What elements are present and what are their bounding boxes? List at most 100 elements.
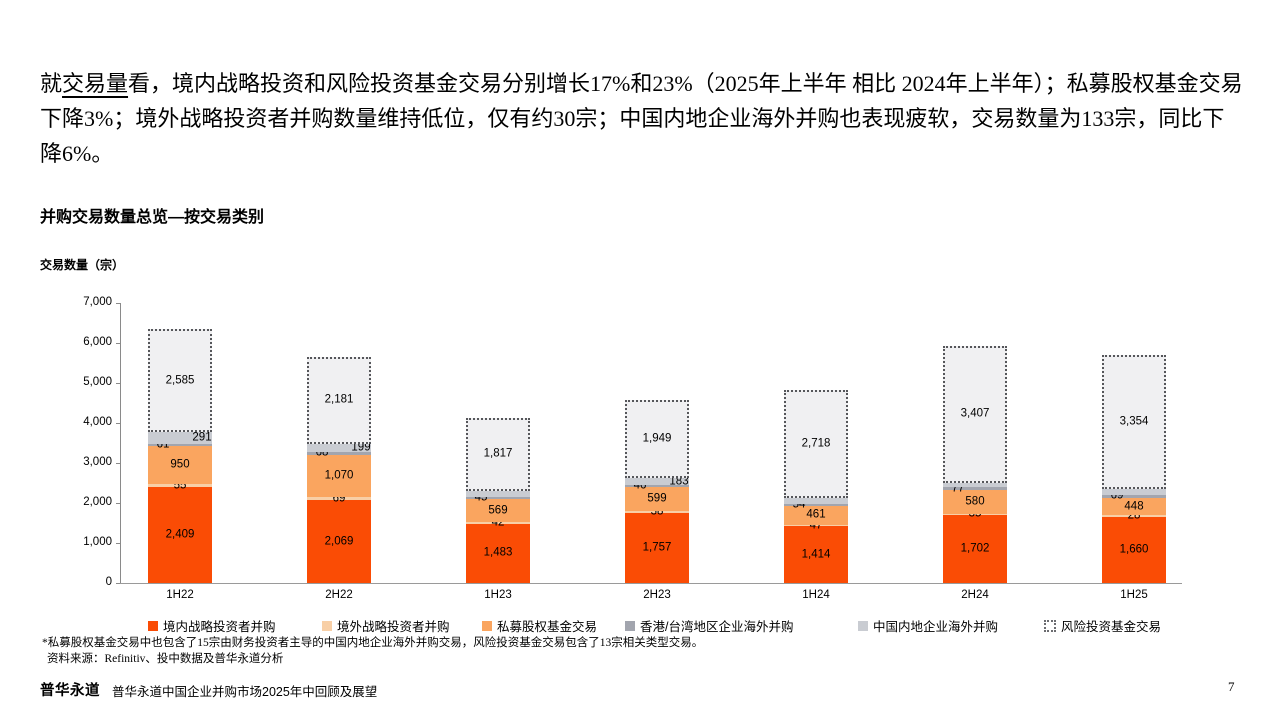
bar-segment [148,484,212,487]
bar-value-label: 1,483 [483,546,513,559]
y-tick-mark [116,463,120,464]
bar-value-label: 199 [351,441,371,454]
y-tick-mark [116,503,120,504]
bar-segment [625,478,689,486]
bar-value-label: 46 [633,479,647,492]
bar-value-label: 1,817 [483,447,513,460]
bar-segment [148,486,212,583]
legend-label: 境内战略投资者并购 [163,620,276,634]
intro-paragraph: 就交易量看，境内战略投资和风险投资基金交易分别增长17%和23%（2025年上半… [40,66,1246,171]
legend-item: 境内战略投资者并购 [148,616,276,635]
bar-value-label: 68 [315,446,329,459]
bar-value-label: 42 [491,516,505,529]
footnote: *私募股权基金交易中也包含了15宗由财务投资者主导的中国内地企业海外并购交易，风… [42,637,704,649]
bar-segment [148,444,212,447]
bar-segment [466,522,530,524]
bar-value-label: 183 [669,474,689,487]
bar-value-label: 45 [474,491,488,504]
legend-swatch-dotted [1044,619,1056,632]
y-tick-mark [116,423,120,424]
bar-segment [1102,494,1166,498]
bar-segment [466,523,530,583]
y-tick-label: 5,000 [83,376,112,388]
y-tick-mark [116,303,120,304]
intro-body: 看，境内战略投资和风险投资基金交易分别增长17%和23%（2025年上半年 相比… [40,71,1243,166]
bar-value-label: 3,407 [960,407,990,420]
bar-segment-vc [625,400,689,479]
legend-item: 境外战略投资者并购 [322,616,450,635]
bar-segment-vc [1102,355,1166,490]
y-axis-line [120,303,121,584]
category-label: 1H22 [166,589,194,601]
y-tick-label: 2,000 [83,496,112,508]
bar-value-label: 61 [156,438,170,451]
bar-value-label: 1,949 [642,432,672,445]
y-tick-mark [116,383,120,384]
bar-segment [784,498,848,504]
bar-segment [466,499,530,522]
legend-label: 中国内地企业海外并购 [873,620,999,634]
bar-segment [784,506,848,525]
bar-segment [1102,489,1166,495]
bar-value-label: 2,069 [324,534,354,547]
category-label: 2H24 [961,589,989,601]
category-label: 1H25 [1120,589,1148,601]
bar-segment [625,511,689,513]
bar-value-label: 55 [173,478,187,491]
legend-label: 私募股权基金交易 [497,620,598,634]
category-label: 2H23 [643,589,671,601]
legend-item: 香港/台湾地区企业海外并购 [625,616,793,635]
category-label: 1H24 [802,589,830,601]
bar-segment [1102,516,1166,583]
legend-swatch [482,620,492,631]
category-label: 1H23 [484,589,512,601]
category-label: 2H22 [325,589,353,601]
legend-label: 香港/台湾地区企业海外并购 [640,620,794,634]
bar-segment [1102,497,1166,516]
bar-segment-vc [148,328,212,433]
bar-value-label: 77 [951,482,965,495]
y-tick-mark [116,343,120,344]
footer-title: 普华永道中国企业并购市场2025年中回顾及展望 [112,685,378,699]
bar-value-label: 461 [806,508,826,521]
bar-value-label: 950 [170,458,190,471]
source-note: 资料来源：Refinitiv、投中数据及普华永道分析 [47,653,284,665]
bar-value-label: 291 [192,431,212,444]
legend-label: 风险投资基金交易 [1061,620,1162,634]
bar-segment-vc [466,417,530,491]
y-tick-label: 4,000 [83,416,112,428]
bar-value-label: 1,660 [1119,543,1149,556]
bar-value-label: 2,585 [165,373,195,386]
y-tick-label: 3,000 [83,456,112,468]
bar-value-label: 599 [647,492,667,505]
bar-segment [784,524,848,527]
bar-segment [943,514,1007,583]
bar-segment-vc [307,356,371,444]
bar-value-label: 1,702 [960,542,990,555]
intro-prefix: 就 [40,71,63,96]
y-tick-label: 1,000 [83,536,112,548]
y-axis-title: 交易数量（宗） [40,258,125,272]
bar-value-label: 1,070 [324,469,354,482]
legend-label: 境外战略投资者并购 [337,620,450,634]
bar-value-label: 1,414 [801,547,831,560]
bar-value-label: 569 [488,503,508,516]
bar-value-label: 69 [332,492,346,505]
bar-segment [784,526,848,583]
bar-value-label: 1,757 [642,541,672,554]
bar-value-label: 38 [650,505,664,518]
bar-segment [307,444,371,452]
bar-value-label: 3,354 [1119,415,1149,428]
bar-segment [943,487,1007,491]
pwc-logo: 普华永道 [40,683,100,699]
y-tick-label: 6,000 [83,336,112,348]
y-tick-label: 7,000 [83,296,112,308]
legend-item: 私募股权基金交易 [482,616,597,635]
legend-swatch [625,620,635,631]
bar-value-label: 2,718 [801,437,831,450]
bar-segment-vc [784,389,848,499]
bar-segment [943,513,1007,515]
bar-value-label: 448 [1124,499,1144,512]
bar-value-label: 2,181 [324,393,354,406]
bar-segment-vc [943,346,1007,483]
